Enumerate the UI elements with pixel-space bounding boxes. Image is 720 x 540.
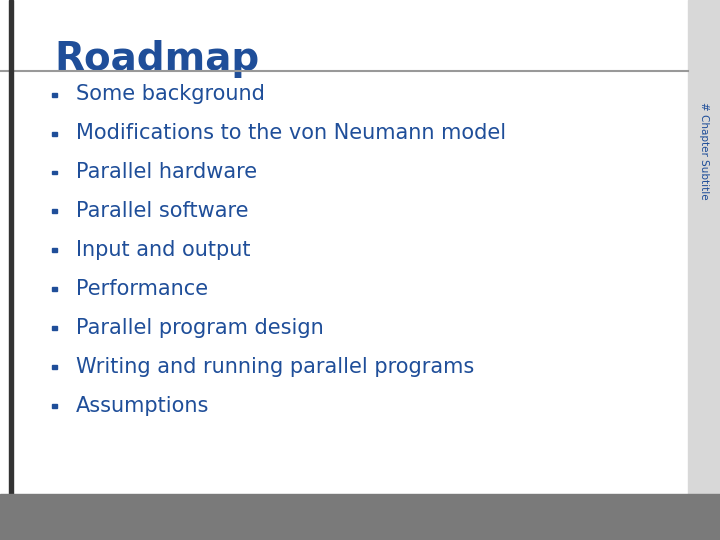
Text: Parallel program design: Parallel program design	[76, 318, 323, 338]
Text: K: K	[26, 508, 40, 526]
Bar	[52, 287, 57, 291]
Text: 2: 2	[682, 509, 691, 524]
Text: Performance: Performance	[76, 279, 208, 299]
Text: Assumptions: Assumptions	[76, 395, 209, 416]
Text: Parallel hardware: Parallel hardware	[76, 162, 257, 183]
Text: Modifications to the von Neumann model: Modifications to the von Neumann model	[76, 123, 505, 144]
Bar	[52, 248, 57, 252]
Bar	[0, 494, 720, 540]
Text: Input and output: Input and output	[76, 240, 250, 260]
Bar	[688, 0, 720, 494]
Bar	[52, 404, 57, 408]
Text: M: M	[13, 508, 31, 526]
Text: Roadmap: Roadmap	[54, 40, 259, 78]
Bar	[52, 326, 57, 330]
Bar	[52, 210, 57, 213]
Bar	[52, 93, 57, 97]
Bar	[52, 365, 57, 369]
Text: # Chapter Subtitle: # Chapter Subtitle	[699, 103, 709, 200]
Bar	[52, 132, 57, 136]
Bar	[52, 171, 57, 174]
Text: Copyright © 2010, Elsevier Inc. All rights Reserved: Copyright © 2010, Elsevier Inc. All righ…	[218, 512, 502, 522]
Text: Writing and running parallel programs: Writing and running parallel programs	[76, 356, 474, 377]
Text: Some background: Some background	[76, 84, 264, 105]
Text: Parallel software: Parallel software	[76, 201, 248, 221]
Bar	[9, 0, 13, 494]
